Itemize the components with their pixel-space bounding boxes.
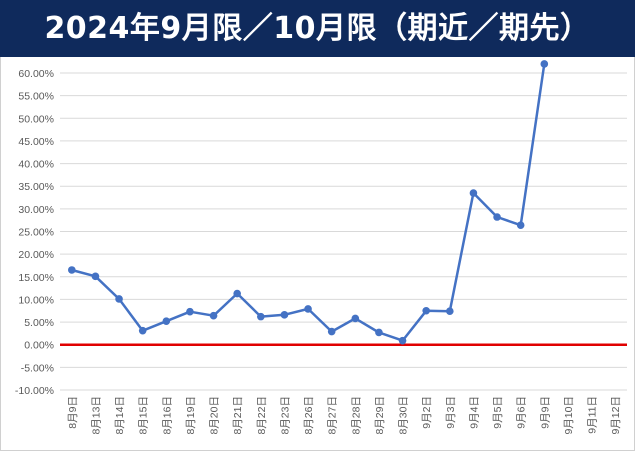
y-tick-label: 15.00% [18,272,54,284]
x-tick-label: 9月12日 [610,396,622,435]
x-tick-label: 8月9日 [67,396,79,429]
x-tick-label: 9月11日 [587,396,599,434]
y-tick-label: 30.00% [18,204,54,216]
y-tick-label: -10.00% [15,385,54,397]
data-point [375,328,383,337]
data-point [469,189,478,197]
x-tick-label: 8月20日 [209,396,221,435]
data-point [327,327,336,336]
data-point [91,272,100,281]
x-tick-label: 9月2日 [421,396,433,429]
x-tick-label: 9月10日 [563,396,575,435]
y-tick-label: 50.00% [18,113,54,125]
x-tick-label: 8月15日 [138,396,150,435]
x-tick-label: 8月16日 [161,396,173,435]
x-tick-label: 8月19日 [185,396,197,435]
data-point [422,306,430,315]
x-tick-label: 8月28日 [350,396,362,435]
y-tick-label: -5.00% [21,362,54,374]
x-tick-label: 8月30日 [398,396,410,435]
data-point [446,307,454,316]
x-tick-label: 8月21日 [232,396,244,435]
data-point [115,295,123,303]
y-tick-label: 10.00% [18,294,54,306]
x-tick-label: 9月5日 [492,396,504,429]
data-point [493,213,501,221]
line-chart: -10.00% -5.00% 0.00% 5.00% 10.00% 15.00% 20.00… [15,60,627,435]
y-tick-label: 55.00% [18,91,54,103]
x-tick-label: 9月6日 [516,396,528,429]
x-axis-ticks: 8月9日 8月13日 8月14日 8月15日 8月16日 8月19日 8月20日 8月21日 8… [67,396,622,435]
y-tick-label: 20.00% [18,249,54,261]
y-tick-label: 35.00% [18,181,54,193]
data-point [162,317,171,325]
chart-title: 2024年9月限／10月限（期近／期先） [44,11,591,46]
data-point [233,289,241,298]
x-tick-label: 8月22日 [256,396,268,435]
data-point [68,266,76,274]
y-tick-label: 25.00% [18,227,54,239]
x-tick-label: 8月29日 [374,396,386,435]
y-axis-ticks: -10.00% -5.00% 0.00% 5.00% 10.00% 15.00% 20.00… [15,68,54,397]
data-point [351,314,360,323]
data-point [138,326,147,335]
data-point [280,311,289,319]
data-point [516,221,525,229]
x-tick-label: 8月14日 [114,396,126,435]
y-tick-label: 40.00% [18,159,54,171]
x-tick-label: 9月3日 [445,396,457,429]
data-point [186,307,194,316]
title-bar: 2024年9月限／10月限（期近／期先） [0,0,635,57]
x-tick-label: 8月23日 [279,396,291,435]
x-tick-label: 9月4日 [468,396,480,429]
data-point [257,312,265,321]
y-tick-label: 5.00% [24,317,54,329]
y-tick-label: 45.00% [18,136,54,148]
y-tick-label: 0.00% [24,340,54,352]
x-tick-label: 8月13日 [90,396,102,435]
data-points [68,60,549,345]
x-tick-label: 8月27日 [327,396,339,435]
data-point [398,336,407,345]
gridlines [60,72,627,391]
data-point [209,311,218,320]
y-tick-label: 60.00% [18,68,54,80]
x-tick-label: 8月26日 [303,396,315,435]
data-point [304,305,312,313]
x-tick-label: 9月9日 [539,396,551,429]
data-point [540,60,549,68]
